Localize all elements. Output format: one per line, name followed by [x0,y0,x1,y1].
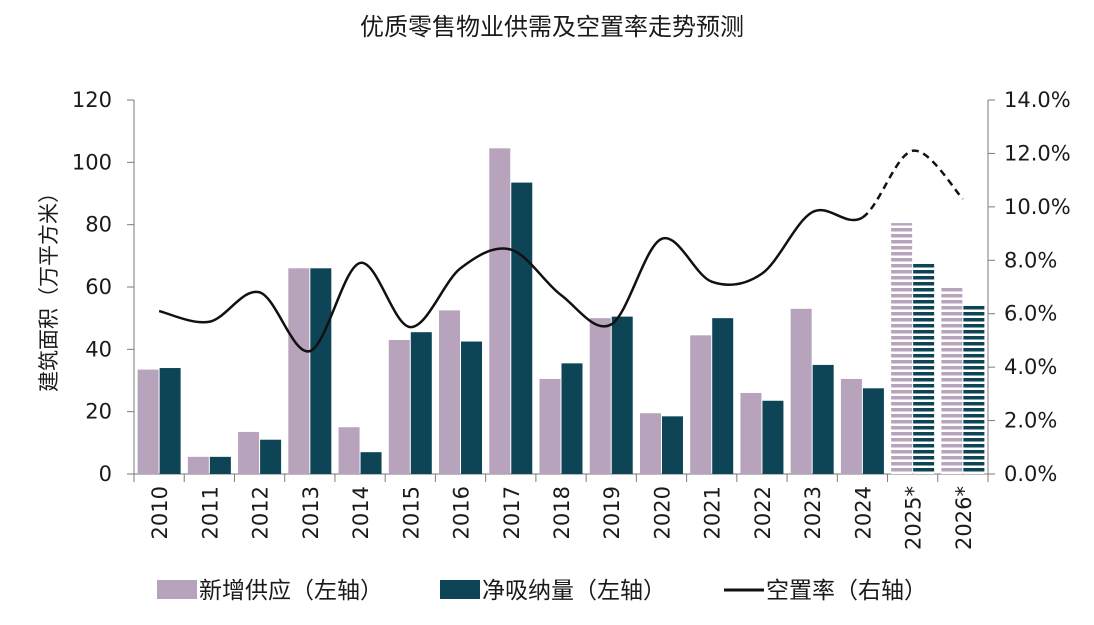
bar-new-supply [137,369,159,474]
y-axis-label: 建筑面积（万平方米） [37,182,61,392]
bar-net-absorption [461,341,483,474]
bar-new-supply [790,308,812,474]
x-tick-label: 2024 [851,486,875,539]
vacancy-line-layer [158,149,964,353]
bar-net-absorption [661,416,683,474]
bar-new-supply [941,287,963,474]
bar-net-absorption [360,452,382,474]
left-tick-label: 80 [85,213,112,237]
bar-net-absorption [260,439,282,474]
legend-net-absorption-swatch [440,580,480,599]
x-tick-label: 2015 [399,486,423,539]
bar-net-absorption [762,400,784,474]
bar-new-supply [740,392,762,474]
x-tick-label: 2023 [801,486,825,539]
left-tick-label: 120 [72,88,112,112]
right-tick-label: 12.0% [1004,141,1071,165]
legend-net-absorption-label: 净吸纳量（左轴） [482,578,666,604]
legend-vacancy-label: 空置率（右轴） [766,578,927,604]
x-tick-label: 2017 [500,486,524,539]
left-tick-label: 100 [72,150,112,174]
bar-new-supply [238,431,260,474]
bar-new-supply [639,413,661,474]
bar-net-absorption [159,368,181,474]
right-tick-label: 0.0% [1004,462,1057,486]
right-tick-label: 4.0% [1004,355,1057,379]
right-tick-label: 6.0% [1004,302,1057,326]
left-tick-label: 40 [85,337,112,361]
x-tick-label: 2013 [299,486,323,539]
bar-new-supply [690,335,712,474]
bar-new-supply [288,268,310,474]
bar-new-supply [891,223,913,474]
legend-new-supply-label: 新增供应（左轴） [199,578,383,604]
bar-net-absorption [561,363,583,474]
x-tick-label: 2021 [701,486,725,539]
bar-net-absorption [862,388,884,474]
x-tick-label: 2016 [450,486,474,539]
x-tick-label: 2022 [751,486,775,539]
vacancy-line-forecast [861,149,964,219]
tick-labels: 0 20 40 60 80 100 120 0.0% 2.0% 4.0% 6.0% 8.0% 10.0%… [37,88,1071,550]
bar-net-absorption [812,364,834,474]
x-tick-label: 2025* [902,486,926,550]
x-tick-label: 2020 [650,486,674,539]
right-tick-label: 8.0% [1004,248,1057,272]
bar-new-supply [840,378,862,474]
bar-net-absorption [209,456,231,474]
bar-new-supply [489,148,511,474]
chart-title: 优质零售物业供需及空置率走势预测 [360,13,744,41]
legend: 新增供应（左轴） 净吸纳量（左轴） 空置率（右轴） [157,578,927,604]
bar-net-absorption [410,332,432,474]
bar-new-supply [539,378,561,474]
x-tick-label: 2010 [148,486,172,539]
x-tick-label: 2026* [952,486,976,550]
bar-net-absorption [511,182,533,474]
x-tick-label: 2018 [550,486,574,539]
right-tick-label: 2.0% [1004,409,1057,433]
right-tick-label: 14.0% [1004,88,1071,112]
bars [137,148,985,474]
bar-net-absorption [963,305,985,474]
bar-new-supply [439,310,461,474]
bar-net-absorption [611,316,633,474]
bar-new-supply [388,339,410,474]
right-tick-label: 10.0% [1004,195,1071,219]
bar-net-absorption [712,318,734,474]
left-tick-label: 0 [99,462,112,486]
x-tick-label: 2011 [198,486,222,539]
x-tick-label: 2012 [249,486,273,539]
bar-new-supply [589,318,611,474]
legend-new-supply-swatch [157,580,197,599]
bar-new-supply [187,456,209,474]
left-tick-label: 60 [85,275,112,299]
x-tick-label: 2019 [600,486,624,539]
x-tick-label: 2014 [349,486,373,539]
bar-net-absorption [913,262,935,474]
left-tick-label: 20 [85,400,112,424]
bar-net-absorption [310,268,332,474]
bar-new-supply [338,427,360,474]
vacancy-line-actual [158,209,864,353]
